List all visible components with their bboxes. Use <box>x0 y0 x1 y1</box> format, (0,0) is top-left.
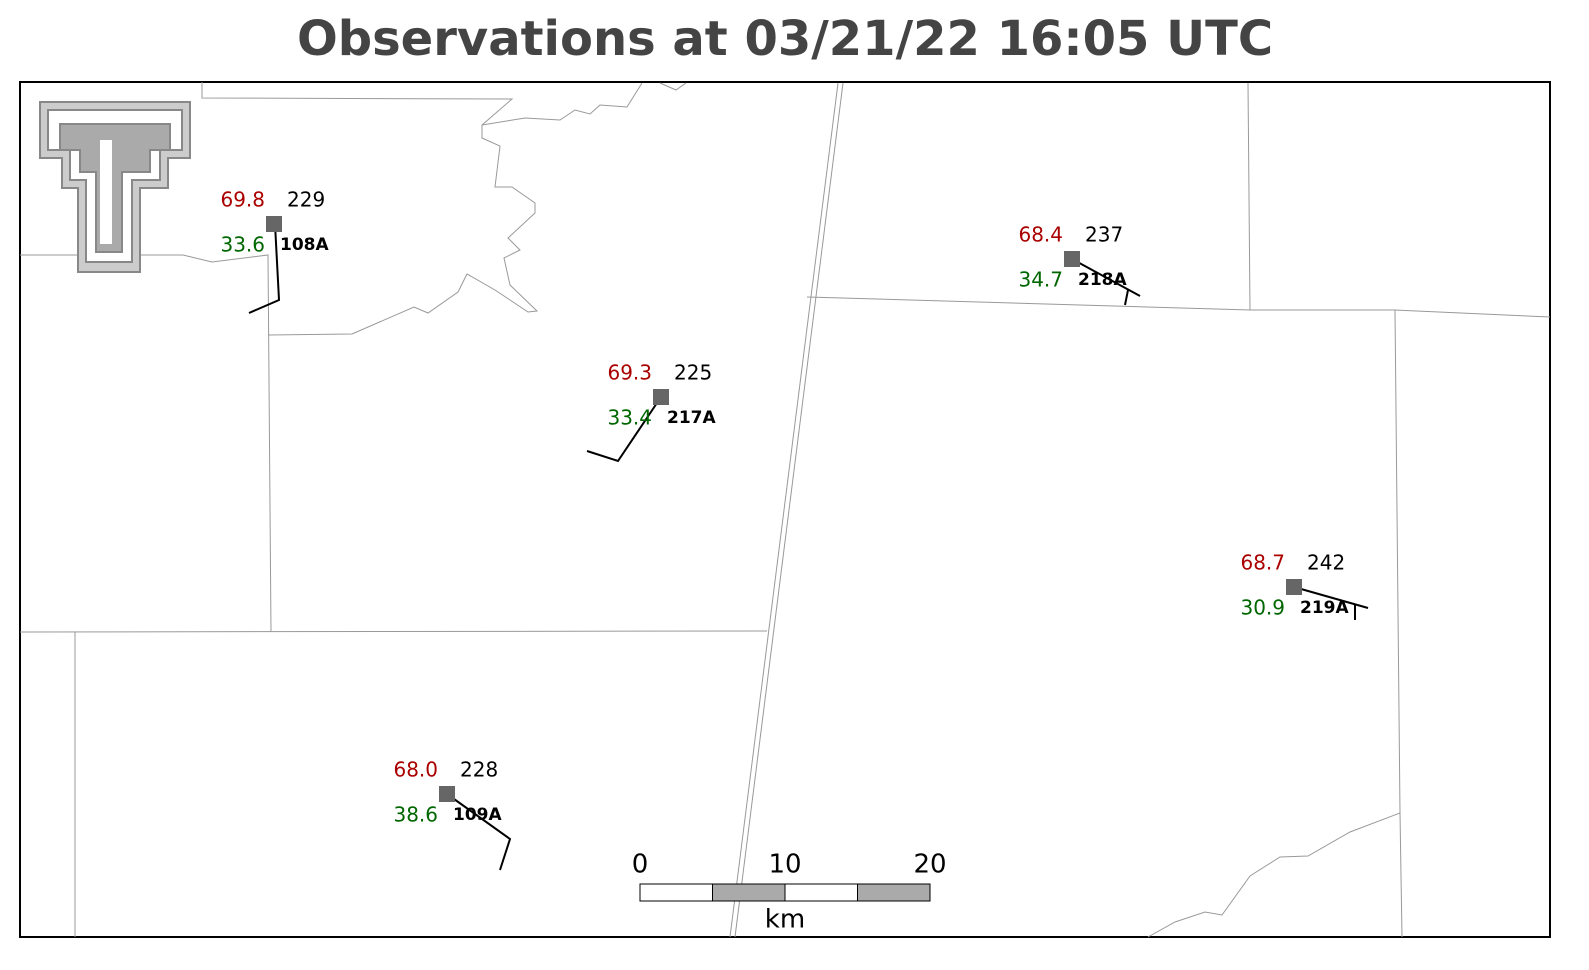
pressure: 228 <box>460 758 498 782</box>
temperature: 68.0 <box>393 758 438 782</box>
scale-label: 20 <box>913 850 946 880</box>
temperature: 69.3 <box>607 361 652 385</box>
station-id: 217A <box>667 408 716 428</box>
station-id: 109A <box>453 805 502 825</box>
pressure: 229 <box>287 188 325 212</box>
station-marker <box>653 389 669 405</box>
station-marker <box>1064 251 1080 267</box>
scale-unit: km <box>765 905 805 935</box>
dewpoint: 30.9 <box>1240 596 1285 620</box>
scale-label: 0 <box>632 850 649 880</box>
dewpoint: 38.6 <box>393 803 438 827</box>
temperature: 68.7 <box>1240 551 1285 575</box>
scale-label: 10 <box>768 850 801 880</box>
pressure: 225 <box>674 361 712 385</box>
boundaries <box>19 82 1551 938</box>
station-marker <box>266 216 282 232</box>
pressure: 237 <box>1085 223 1123 247</box>
temperature: 69.8 <box>220 188 265 212</box>
station-id: 219A <box>1300 598 1349 618</box>
station-marker <box>1286 579 1302 595</box>
logo <box>39 101 191 273</box>
dewpoint: 34.7 <box>1018 268 1063 292</box>
dewpoint: 33.4 <box>607 406 652 430</box>
temperature: 68.4 <box>1018 223 1063 247</box>
station-id: 108A <box>280 235 329 255</box>
station-marker <box>439 786 455 802</box>
wind-barbs <box>248 223 1369 871</box>
pressure: 242 <box>1307 551 1345 575</box>
scale-bar: 0 10 20 km <box>632 850 947 935</box>
stations: 69.8 229 33.6 108A 69.3 225 33.4 217A 68.4 237 34.… <box>220 188 1349 827</box>
title: Observations at 03/21/22 16:05 UTC <box>297 11 1273 67</box>
station-id: 218A <box>1078 270 1127 290</box>
dewpoint: 33.6 <box>220 233 265 257</box>
